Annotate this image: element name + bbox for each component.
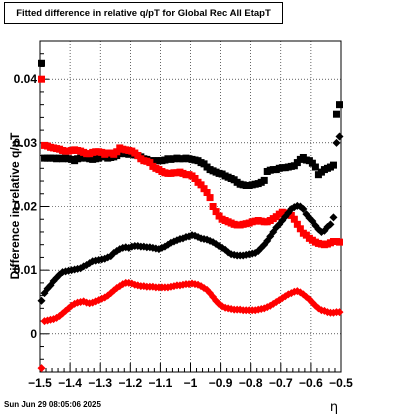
x-tick-label: −0.8 <box>239 376 263 390</box>
x-tick-label: −1.2 <box>118 376 142 390</box>
data-point <box>329 161 337 169</box>
data-point <box>191 174 199 182</box>
data-point <box>290 215 298 223</box>
data-point <box>260 176 268 184</box>
data-point <box>311 163 319 171</box>
x-axis-label: η <box>330 400 338 414</box>
data-point <box>113 148 121 156</box>
series-2 <box>37 132 344 305</box>
y-tick-label: 0.03 <box>14 136 38 150</box>
x-tick-label: −0.5 <box>329 376 353 390</box>
chart-title: Fitted difference in relative q/pT for G… <box>16 8 271 19</box>
data-point <box>308 159 316 167</box>
data-point <box>203 188 211 196</box>
x-tick-label: −1 <box>184 376 198 390</box>
chart-title-box: Fitted difference in relative q/pT for G… <box>4 2 283 24</box>
data-point <box>335 132 344 141</box>
data-point <box>146 159 154 167</box>
y-tick-label: 0.01 <box>14 263 38 277</box>
y-tick-label: 0.04 <box>14 72 38 86</box>
x-tick-label: −1.3 <box>88 376 112 390</box>
data-point <box>37 364 46 373</box>
data-point <box>37 296 46 305</box>
data-point <box>332 110 340 118</box>
x-tick-label: −1.5 <box>28 376 52 390</box>
y-tick-label: 0 <box>30 327 37 341</box>
grid-lines <box>40 41 341 372</box>
data-marks <box>37 59 344 373</box>
x-tick-label: −0.7 <box>269 376 293 390</box>
data-point <box>206 194 214 202</box>
data-point <box>332 138 341 147</box>
y-axis-label: Difference in relative q/pT <box>8 132 22 279</box>
series-3 <box>37 278 344 373</box>
x-tick-label: −0.6 <box>299 376 323 390</box>
data-point <box>224 248 233 257</box>
data-point <box>299 205 308 214</box>
timestamp-footer: Sun Jun 29 08:05:06 2025 <box>4 400 101 409</box>
data-point <box>38 75 46 83</box>
data-point <box>293 220 301 228</box>
data-point <box>209 203 217 210</box>
data-point <box>296 225 304 233</box>
x-tick-label: −1.4 <box>58 376 82 390</box>
x-tick-label: −1.1 <box>149 376 173 390</box>
data-point <box>287 211 295 219</box>
data-point <box>326 220 335 229</box>
data-point <box>335 308 344 317</box>
axes: −1.5 −1.4 −1.3 −1.2 −1.1 −1 −0.9 −0.8 −0.7 −0.6 −0… <box>14 40 353 390</box>
data-point <box>200 185 208 193</box>
data-point <box>335 238 343 246</box>
data-point <box>335 101 343 109</box>
data-point <box>329 213 338 222</box>
data-point <box>197 181 205 189</box>
y-tick-label: 0.02 <box>14 200 38 214</box>
series-1 <box>38 75 343 249</box>
x-tick-label: −0.9 <box>209 376 233 390</box>
data-point <box>212 208 220 216</box>
data-point <box>38 59 46 67</box>
